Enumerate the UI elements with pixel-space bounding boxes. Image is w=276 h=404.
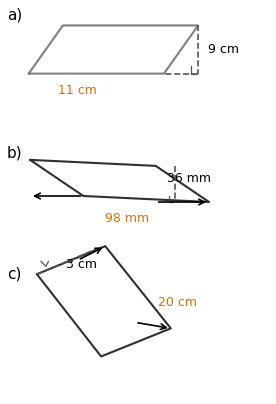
Text: 36 mm: 36 mm xyxy=(167,172,211,185)
Text: a): a) xyxy=(7,7,22,22)
Text: b): b) xyxy=(7,146,22,161)
Text: c): c) xyxy=(7,266,21,281)
Text: 9 cm: 9 cm xyxy=(208,43,239,56)
Text: 3 cm: 3 cm xyxy=(66,258,97,271)
Text: 98 mm: 98 mm xyxy=(105,212,149,225)
Text: 20 cm: 20 cm xyxy=(158,296,198,309)
Text: 11 cm: 11 cm xyxy=(59,84,97,97)
